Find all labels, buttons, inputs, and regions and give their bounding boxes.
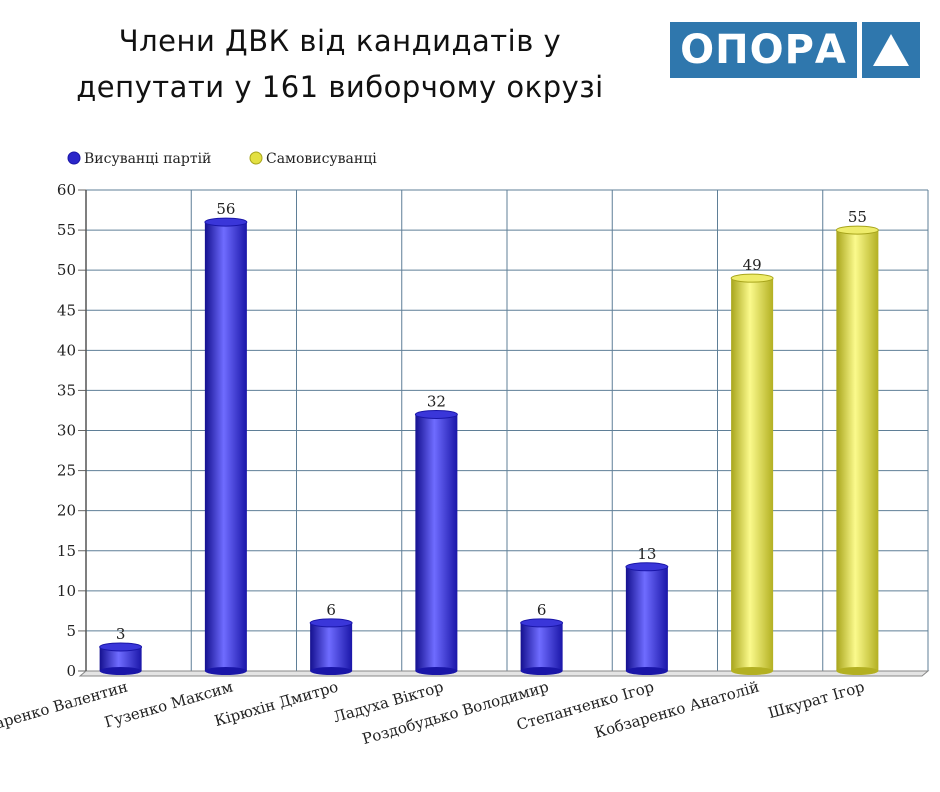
data-label: 13 <box>637 545 656 563</box>
bars <box>99 217 879 675</box>
data-label: 49 <box>743 256 762 274</box>
y-tick-label: 50 <box>57 261 76 279</box>
title-line-1: Члени ДВК від кандидатів у <box>118 24 562 58</box>
bar-base <box>836 667 879 675</box>
bar <box>415 414 458 671</box>
x-tick-label: Роздобудько Володимир <box>360 678 551 749</box>
title-line-2: депутати у 161 виборчому окрузі <box>76 70 604 104</box>
bar-base <box>520 667 563 675</box>
bar-base <box>415 667 458 675</box>
bar-cap <box>625 562 669 572</box>
bar <box>625 566 668 671</box>
bar-cap <box>309 618 353 628</box>
bar-base <box>731 667 774 675</box>
bar-base <box>310 667 353 675</box>
bar <box>836 230 879 671</box>
y-tick-label: 10 <box>57 582 76 600</box>
bar-cap <box>520 618 564 628</box>
bar-base <box>99 667 142 675</box>
data-label: 6 <box>326 601 336 619</box>
data-label: 56 <box>216 200 235 218</box>
y-tick-label: 20 <box>57 502 76 520</box>
logo-triangle-icon <box>862 22 920 78</box>
y-tick-label: 30 <box>57 422 76 440</box>
chart-title: Члени ДВК від кандидатів у депутати у 16… <box>40 18 640 110</box>
bar-cap <box>204 217 248 227</box>
data-label: 6 <box>537 601 547 619</box>
bar <box>310 622 353 671</box>
chart-area: 0 5 10 15 20 25 30 35 40 45 50 55 60 3 56 6 32 6 13 49 55 Бон… <box>0 140 940 788</box>
bar <box>731 278 774 671</box>
data-label: 32 <box>427 392 446 410</box>
legend-marker <box>67 151 81 165</box>
legend-marker <box>249 151 263 165</box>
x-tick-label: Шкурат Ігор <box>766 678 866 723</box>
legend-label: Висуванці партій <box>84 151 211 167</box>
bar-base <box>625 667 668 675</box>
legend: Висуванці партій Самовисуванці <box>67 151 377 167</box>
y-tick-label: 55 <box>57 221 76 239</box>
bar-cap <box>730 273 774 283</box>
y-tick-label: 5 <box>66 622 76 640</box>
bar <box>204 222 247 672</box>
y-tick-label: 40 <box>57 341 76 359</box>
legend-label: Самовисуванці <box>266 151 377 167</box>
bar-cap <box>835 225 879 235</box>
bar-base <box>204 667 247 675</box>
y-tick-label: 35 <box>57 381 76 399</box>
bar-cap <box>99 642 143 652</box>
y-tick-label: 25 <box>57 462 76 480</box>
bar-chart: 0 5 10 15 20 25 30 35 40 45 50 55 60 3 56 6 32 6 13 49 55 Бон… <box>0 151 930 749</box>
bar <box>520 622 563 671</box>
opora-logo: ОПОРА <box>670 22 920 78</box>
logo-text: ОПОРА <box>670 22 857 78</box>
data-label: 3 <box>116 625 126 643</box>
y-tick-label: 45 <box>57 301 76 319</box>
bar-cap <box>414 409 458 419</box>
y-tick-label: 0 <box>66 662 76 680</box>
x-tick-label: Бондаренко Валентин <box>0 678 130 744</box>
data-label: 55 <box>848 208 867 226</box>
y-tick-label: 15 <box>57 542 76 560</box>
y-tick-label: 60 <box>57 181 76 199</box>
